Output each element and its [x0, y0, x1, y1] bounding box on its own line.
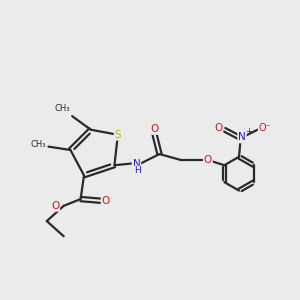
Text: O: O: [101, 196, 110, 206]
Text: N: N: [238, 133, 246, 142]
Text: H: H: [134, 167, 140, 176]
Text: O: O: [204, 155, 212, 165]
Text: O: O: [51, 201, 59, 211]
Text: O: O: [214, 123, 223, 133]
Text: +: +: [245, 127, 252, 136]
Text: CH₃: CH₃: [55, 104, 70, 113]
Text: CH₃: CH₃: [30, 140, 46, 149]
Text: S: S: [115, 130, 121, 140]
Text: O⁻: O⁻: [259, 123, 272, 133]
Text: O: O: [150, 124, 158, 134]
Text: N: N: [133, 158, 140, 169]
